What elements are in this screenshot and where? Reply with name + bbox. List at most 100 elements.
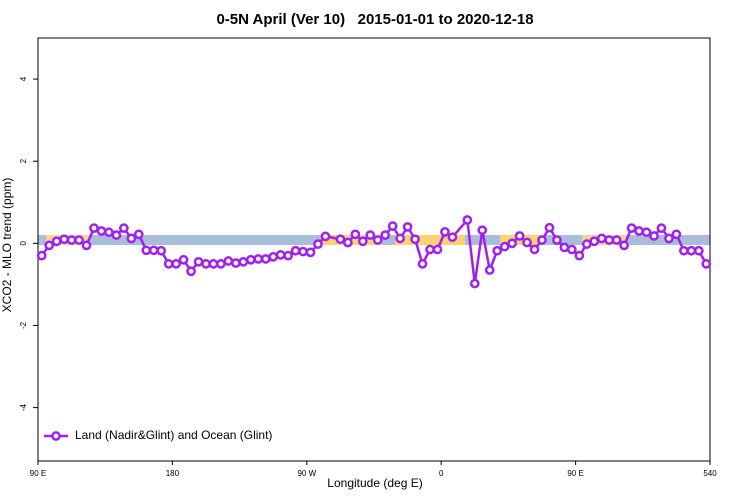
data-point — [671, 229, 682, 240]
data-point — [178, 254, 189, 265]
data-point — [305, 247, 316, 258]
data-point — [514, 231, 525, 241]
data-point — [283, 250, 293, 261]
data-point — [171, 259, 181, 269]
data-point — [499, 241, 510, 252]
y-axis-label: XCO2 - MLO trend (ppm) — [0, 178, 14, 313]
data-point — [469, 278, 480, 289]
y-tick-label: 2 — [19, 158, 28, 163]
data-point — [529, 244, 540, 255]
x-tick-label: 90 W — [297, 469, 316, 478]
data-point — [245, 254, 256, 265]
data-point — [268, 252, 279, 262]
data-point — [231, 258, 241, 268]
legend-label: Land (Nadir&Glint) and Ocean (Glint) — [75, 428, 272, 442]
data-point — [81, 240, 92, 251]
data-point — [163, 259, 174, 269]
data-point — [51, 236, 62, 247]
data-point — [186, 266, 196, 277]
data-point — [417, 259, 428, 269]
data-point — [619, 240, 629, 251]
y-tick-label: 4 — [19, 76, 28, 81]
data-point — [410, 234, 420, 245]
data-point — [679, 245, 689, 256]
series-line — [40, 218, 708, 285]
data-point — [634, 226, 644, 236]
data-point — [559, 242, 570, 253]
data-point — [447, 232, 458, 243]
data-point — [290, 245, 301, 256]
data-point — [36, 250, 47, 261]
data-point — [567, 244, 577, 255]
data-point — [574, 250, 585, 261]
data-point — [581, 239, 592, 250]
data-point — [260, 254, 271, 264]
data-point — [462, 215, 473, 225]
data-point — [133, 229, 144, 240]
y-tick-label: -4 — [19, 404, 28, 412]
data-point — [275, 249, 286, 260]
data-point — [343, 237, 353, 248]
data-point — [119, 223, 129, 233]
data-point — [701, 259, 712, 269]
data-point — [193, 256, 204, 267]
data-point — [537, 235, 547, 245]
data-point — [335, 234, 346, 245]
data-point — [611, 235, 622, 245]
data-point — [156, 245, 167, 256]
data-point — [66, 235, 77, 245]
data-point — [596, 233, 607, 244]
x-axis-label: Longitude (deg E) — [327, 476, 422, 490]
data-point — [216, 259, 226, 269]
data-point — [425, 244, 435, 255]
x-tick-label: 180 — [166, 469, 180, 478]
data-point — [641, 227, 652, 238]
data-point — [59, 234, 69, 245]
data-point — [74, 235, 84, 245]
data-point — [656, 223, 667, 233]
data-point — [552, 235, 562, 245]
data-point — [298, 246, 308, 257]
data-point — [44, 240, 55, 251]
data-point — [357, 236, 368, 247]
data-point — [111, 230, 122, 240]
data-point — [432, 244, 443, 255]
legend-marker — [51, 431, 61, 441]
data-point — [148, 245, 159, 256]
data-point — [492, 245, 503, 256]
data-point — [372, 235, 383, 245]
plot-frame — [37, 37, 711, 462]
x-tick-label: 0 — [439, 469, 444, 478]
data-point — [604, 235, 615, 245]
data-point — [387, 221, 398, 231]
data-point — [126, 233, 137, 244]
data-point — [693, 245, 704, 256]
y-tick-label: -2 — [19, 321, 28, 329]
data-point — [365, 230, 376, 240]
data-point — [313, 239, 323, 250]
x-tick-label: 90 E — [30, 469, 46, 478]
data-point — [320, 231, 331, 242]
data-point — [440, 226, 450, 237]
x-tick-label: 540 — [703, 469, 717, 478]
chart-title: 0-5N April (Ver 10) 2015-01-01 to 2020-1… — [216, 11, 533, 28]
data-point — [686, 245, 697, 256]
data-point — [649, 231, 659, 241]
data-point — [402, 222, 413, 232]
data-point — [238, 256, 249, 267]
data-point — [253, 254, 264, 264]
data-point — [589, 236, 600, 247]
data-point — [350, 229, 361, 240]
data-point — [664, 233, 674, 244]
data-point — [395, 233, 405, 244]
data-point — [544, 222, 555, 233]
land-band — [395, 235, 465, 245]
x-tick-label: 90 E — [567, 469, 583, 478]
data-point — [522, 237, 532, 248]
data-point — [484, 265, 495, 275]
data-point — [104, 227, 114, 238]
data-point — [141, 245, 152, 256]
data-point — [223, 256, 234, 266]
